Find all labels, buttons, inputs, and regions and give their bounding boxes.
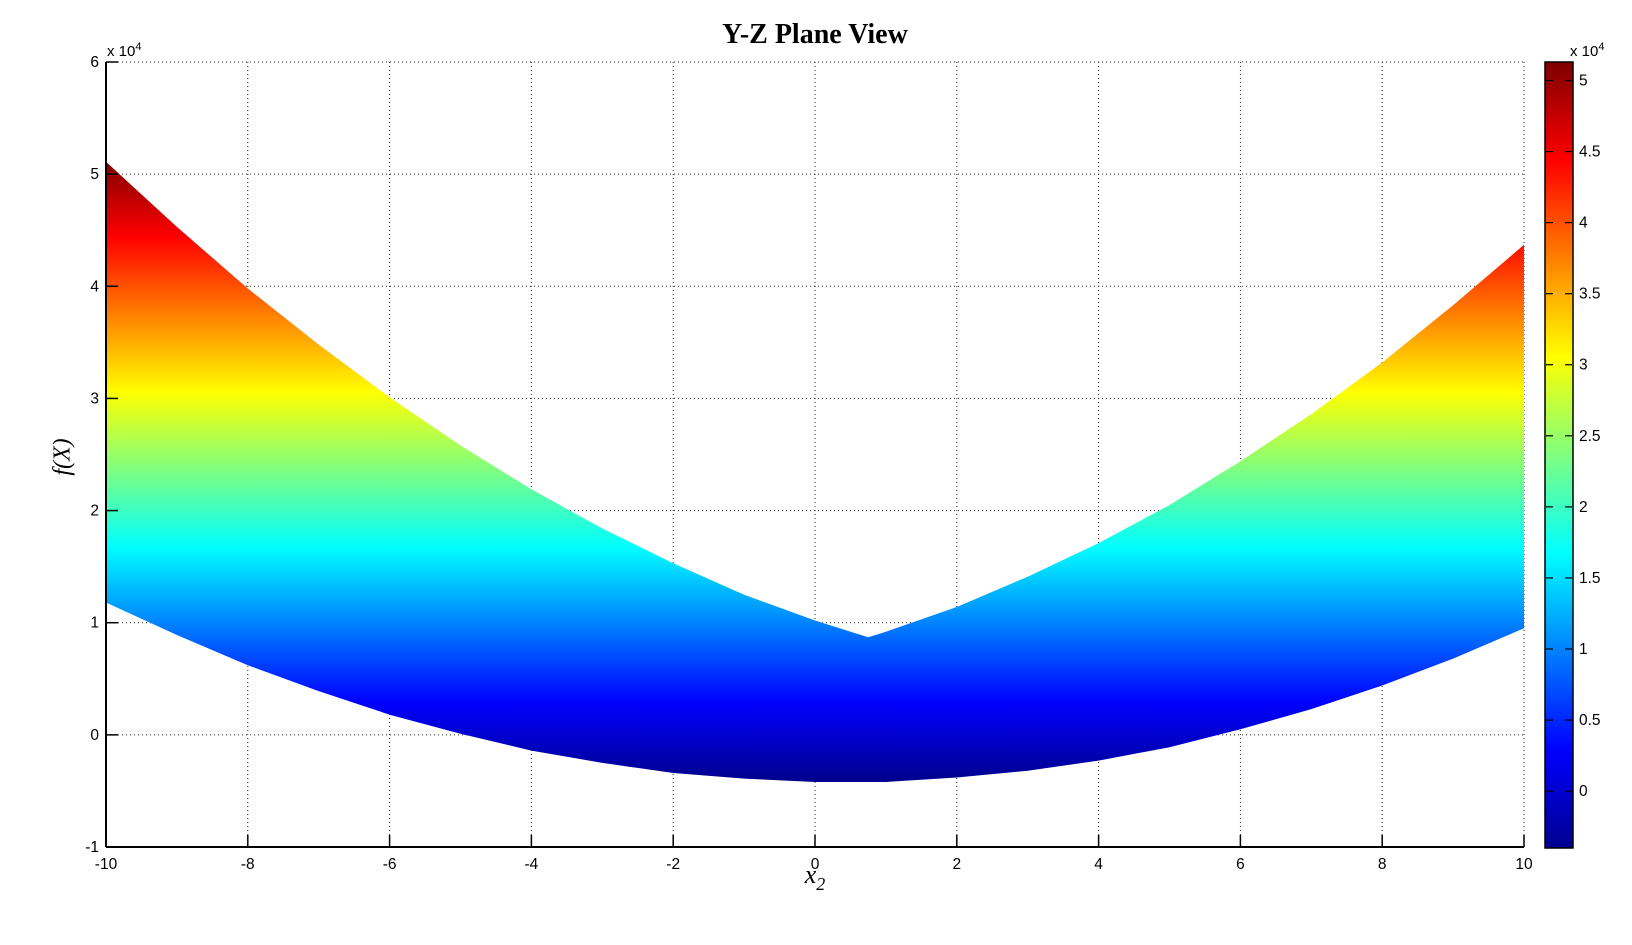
- y-tick-label: 1: [90, 615, 99, 632]
- y-tick-label: -1: [85, 839, 99, 856]
- colorbar-tick-label: 4.5: [1579, 144, 1601, 161]
- colorbar-tick-label: 1.5: [1579, 570, 1601, 587]
- x-axis-label: x2: [770, 860, 860, 895]
- x-axis-label-subscript: 2: [816, 874, 826, 894]
- surface-band: [106, 161, 1524, 783]
- colorbar-tick-label: 2: [1579, 499, 1588, 516]
- y-tick-label: 4: [90, 278, 99, 295]
- y-axis-multiplier-base: x 10: [107, 43, 136, 60]
- colorbar-multiplier-exponent: 4: [1598, 41, 1605, 53]
- x-tick-label: -2: [666, 856, 680, 873]
- colorbar-tick-label: 3: [1579, 357, 1588, 374]
- colorbar-tick-label: 3.5: [1579, 286, 1601, 303]
- x-axis-label-base: x: [804, 860, 817, 889]
- x-tick-label: 6: [1236, 856, 1245, 873]
- tick-labels: -10 -8 -6 -4 -2 0 2 4 6 8 10-1012345600.511.522.53…: [85, 54, 1600, 873]
- colorbar-tick-label: 0: [1579, 783, 1588, 800]
- colorbar-multiplier: x 104: [1570, 41, 1604, 60]
- y-tick-label: 2: [90, 503, 99, 520]
- colorbar-tick-marks: [1546, 79, 1572, 792]
- tick-marks: [105, 61, 1525, 848]
- x-tick-label: -8: [241, 856, 255, 873]
- x-tick-label: -10: [95, 856, 118, 873]
- y-tick-label: 0: [90, 727, 99, 744]
- x-tick-label: 4: [1094, 856, 1103, 873]
- x-tick-label: 0: [811, 856, 820, 873]
- colorbar-multiplier-base: x 10: [1570, 43, 1599, 60]
- colorbar-tick-label: 4: [1579, 215, 1588, 232]
- x-tick-label: -6: [383, 856, 397, 873]
- x-tick-label: 2: [952, 856, 961, 873]
- y-tick-label: 6: [90, 54, 99, 71]
- y-axis-label: f(X): [49, 438, 76, 476]
- y-tick-label: 5: [90, 166, 99, 183]
- colorbar-tick-label: 0.5: [1579, 712, 1601, 729]
- x-tick-label: 10: [1515, 856, 1533, 873]
- colorbar: [1544, 61, 1574, 849]
- colorbar-tick-label: 1: [1579, 641, 1588, 658]
- chart-title: Y-Z Plane View: [722, 19, 908, 50]
- y-axis-multiplier: x 104: [107, 41, 141, 60]
- colorbar-tick-label: 2.5: [1579, 428, 1601, 445]
- y-axis-multiplier-exponent: 4: [135, 41, 142, 53]
- y-tick-label: 3: [90, 390, 99, 407]
- x-tick-label: 8: [1378, 856, 1387, 873]
- colorbar-tick-label: 5: [1579, 72, 1588, 89]
- x-tick-label: -4: [525, 856, 539, 873]
